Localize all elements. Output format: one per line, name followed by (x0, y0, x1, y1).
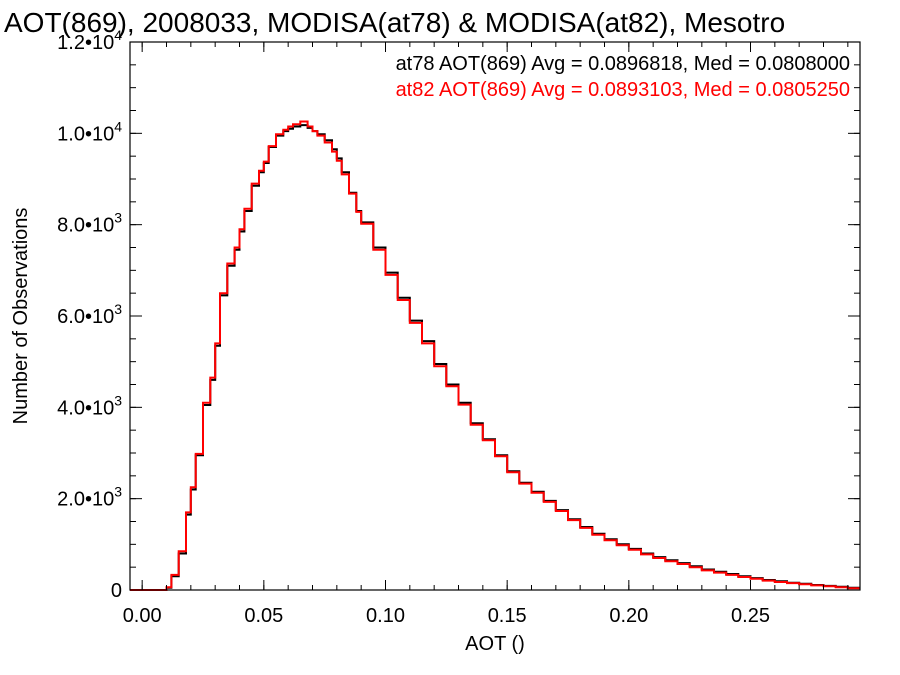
x-tick-label: 0.00 (123, 605, 162, 627)
series-line-1 (130, 124, 860, 591)
series-group (130, 120, 860, 591)
y-tick-label: 4.0•103 (57, 392, 122, 419)
x-tick-label: 0.10 (366, 605, 405, 627)
y-axis-label: Number of Observations (10, 208, 32, 425)
y-axis: 0 2.0•103 4.0•103 6.0•103 8.0•103 1.0•104 1.2•… (57, 27, 860, 602)
series-line-2 (130, 120, 860, 591)
x-axis-label: AOT () (465, 633, 525, 655)
stats-annotations: at78 AOT(869) Avg = 0.0896818, Med = 0.0… (396, 53, 850, 101)
stats-line-2: at82 AOT(869) Avg = 0.0893103, Med = 0.0… (396, 79, 850, 101)
y-tick-label: 1.0•104 (57, 118, 122, 145)
y-tick-label: 0 (111, 580, 122, 602)
y-tick-label: 6.0•103 (57, 301, 122, 328)
x-tick-label: 0.15 (488, 605, 527, 627)
y-tick-label: 8.0•103 (57, 210, 122, 237)
x-tick-label: 0.25 (731, 605, 770, 627)
plot-frame (129, 41, 861, 591)
chart-title: AOT(869), 2008033, MODISA(at78) & MODISA… (4, 7, 785, 38)
x-axis: 0.00 0.05 0.10 0.15 0.20 0.25 (123, 42, 849, 627)
x-tick-label: 0.05 (244, 605, 283, 627)
y-tick-label: 1.2•104 (57, 27, 122, 54)
y-tick-label: 2.0•103 (57, 484, 122, 511)
stats-line-1: at78 AOT(869) Avg = 0.0896818, Med = 0.0… (396, 53, 850, 75)
x-tick-label: 0.20 (609, 605, 648, 627)
